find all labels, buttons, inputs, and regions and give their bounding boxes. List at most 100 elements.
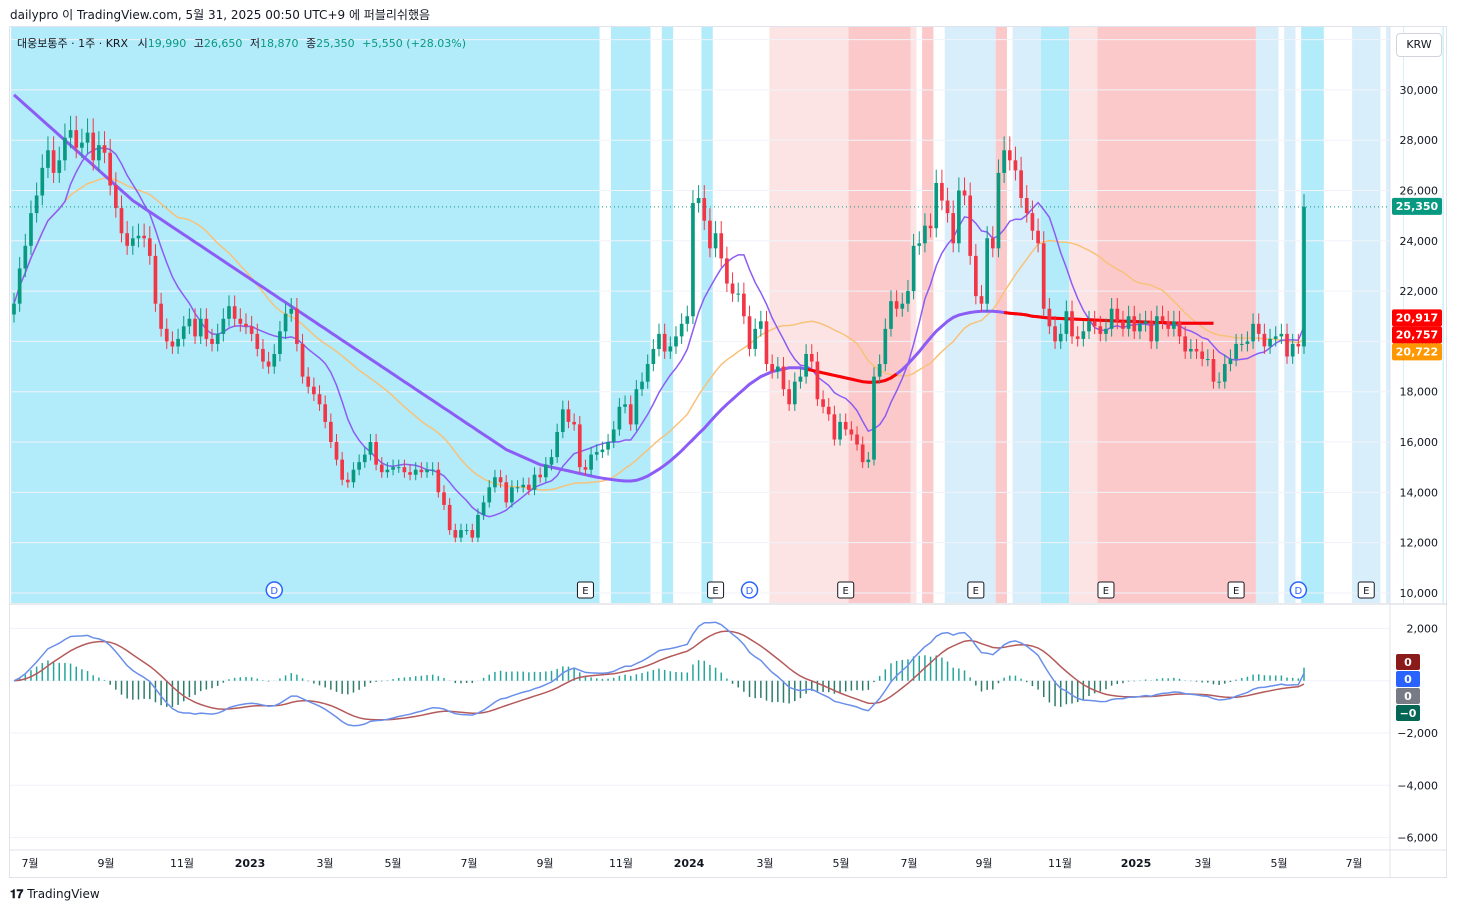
time-tick-label: 11월 (1048, 857, 1072, 870)
time-tick-label: 9월 (975, 857, 992, 870)
candle-body (662, 333, 667, 352)
candle-body (860, 444, 865, 463)
chart-frame (9, 26, 1447, 878)
candle-body (459, 530, 463, 538)
candle-body (1273, 336, 1278, 339)
price-label-text: 25,350 (1396, 200, 1439, 213)
candle-body (413, 469, 418, 475)
currency-button[interactable]: KRW (1396, 33, 1442, 57)
open-value: 19,990 (147, 37, 187, 50)
price-tick-label: 22,000 (1400, 285, 1439, 298)
candle-body (176, 338, 180, 347)
dividend-marker (265, 581, 284, 599)
candle-body (357, 462, 361, 470)
candle-body (1302, 206, 1306, 347)
candle-body (906, 291, 910, 304)
candle-body (334, 442, 339, 460)
candle-body (996, 172, 1001, 249)
candle-body (1211, 359, 1216, 382)
signal-band (922, 27, 934, 603)
candle-body (843, 421, 848, 430)
candle-body (657, 333, 661, 349)
price-tick-label: 12,000 (1400, 537, 1439, 550)
macd-value-text: 0 (1404, 690, 1412, 703)
candle-body (1036, 230, 1040, 244)
candle-body (91, 132, 96, 161)
candle-body (923, 225, 927, 244)
candle-body (974, 255, 978, 297)
price-tick-label: 28,000 (1400, 134, 1439, 147)
price-label-text: 20,722 (1396, 345, 1438, 358)
candle-body (436, 469, 441, 493)
candle-body (453, 530, 458, 538)
time-tick-label: 3월 (316, 857, 333, 870)
time-tick-label: 2024 (674, 857, 705, 870)
signal-band (848, 27, 911, 603)
publish-info: dailypro 이 TradingView.com, 5월 31, 2025 … (10, 8, 431, 22)
candle-body (696, 198, 701, 204)
candles (10, 115, 1390, 543)
signal-band (1386, 27, 1390, 603)
candle-body (1285, 333, 1289, 357)
brand-name: TradingView (27, 887, 100, 901)
candle-body (215, 333, 220, 344)
candle-body (68, 130, 73, 138)
change-value: +5,550 (+28.03%) (362, 37, 467, 50)
candle-body (1166, 321, 1171, 329)
candle-body (1228, 359, 1233, 365)
earnings-marker-label: E (712, 586, 718, 597)
candle-body (493, 477, 497, 488)
time-tick-label: 5월 (1270, 857, 1287, 870)
macd-value-badge (1396, 705, 1420, 721)
time-tick-label: 2023 (235, 857, 266, 870)
candle-body (170, 341, 175, 347)
macd-value-text: 0 (1404, 656, 1412, 669)
candle-body (934, 182, 939, 229)
candle-body (136, 235, 141, 239)
candle-body (1019, 170, 1023, 199)
candle-body (572, 421, 576, 425)
candle-body (374, 442, 378, 465)
candle-body (244, 323, 248, 327)
candle-body (674, 336, 678, 347)
candle-body (1081, 331, 1086, 339)
candle-body (430, 469, 435, 471)
candle-body (792, 381, 797, 405)
candle-body (691, 203, 695, 317)
earnings-marker-label: E (582, 586, 588, 597)
candle-body (1239, 343, 1244, 345)
time-tick-label: 11월 (609, 857, 633, 870)
candle-body (261, 348, 265, 362)
candle-body (628, 404, 633, 425)
earnings-marker (837, 581, 855, 599)
candle-body (1098, 326, 1103, 334)
candle-body (408, 472, 412, 475)
time-tick-label: 2025 (1121, 857, 1152, 870)
candle-body (1268, 338, 1272, 347)
symbol-legend: 대웅보통주 · 1주 · KRX 시19,990 고26,650 저18,870… (17, 35, 466, 51)
candle-body (1126, 316, 1131, 329)
candle-body (555, 431, 559, 458)
macd-tick-label: 2,000 (1407, 623, 1439, 636)
candle-body (1002, 150, 1006, 173)
candle-body (730, 283, 735, 294)
candle-body (634, 389, 639, 425)
candle-body (147, 238, 152, 256)
candle-body (798, 376, 803, 382)
candle-body (685, 316, 690, 324)
candle-body (510, 487, 514, 503)
candle-body (266, 361, 271, 367)
time-tick-label: 3월 (1194, 857, 1211, 870)
candle-body (278, 331, 282, 354)
candle-body (679, 323, 684, 337)
candle-body (102, 145, 107, 153)
price-tick-label: 24,000 (1400, 235, 1439, 248)
signal-band (1069, 27, 1098, 603)
earnings-marker-label: E (1103, 586, 1109, 597)
candle-body (617, 406, 622, 430)
candle-body (702, 198, 707, 221)
candle-body (1070, 311, 1074, 337)
candle-body (1109, 308, 1114, 329)
grid (10, 27, 1447, 878)
